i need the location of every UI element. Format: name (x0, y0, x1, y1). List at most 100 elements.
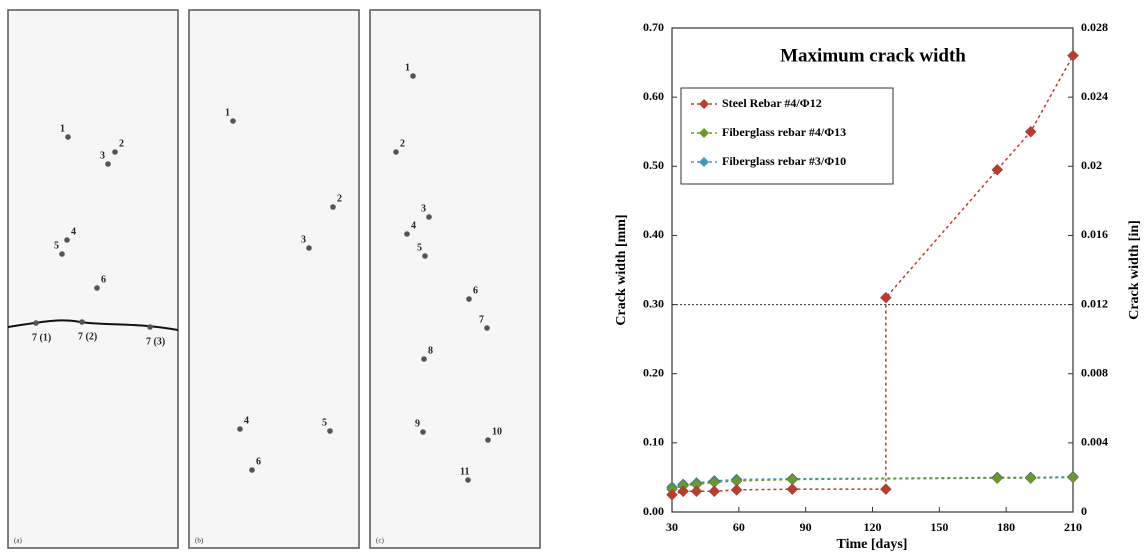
panel-frame (7, 9, 179, 549)
y2-tick-label: 0.02 (1081, 158, 1102, 172)
point-label: 7 (479, 314, 484, 325)
y-tick-label: 0.40 (643, 227, 664, 241)
gauge-point (393, 149, 399, 155)
gauge-point (330, 204, 336, 210)
y-axis-label: Crack width [mm] (614, 214, 629, 325)
gauge-point (420, 429, 426, 435)
gauge-point (249, 467, 255, 473)
y-tick-label: 0.60 (643, 89, 664, 103)
point-label: 9 (415, 418, 420, 429)
y-tick-label: 0.50 (643, 158, 664, 172)
marker (786, 483, 799, 496)
y-tick-label: 0.70 (643, 20, 664, 34)
point-label: 5 (417, 242, 422, 253)
marker (708, 485, 721, 498)
x-tick-label: 120 (864, 520, 882, 534)
gauge-point (465, 477, 471, 483)
gauge-point (147, 324, 153, 330)
point-label: 3 (301, 234, 306, 245)
y2-tick-label: 0.004 (1081, 435, 1108, 449)
y2-tick-label: 0.008 (1081, 365, 1108, 379)
x-axis-label: Time [days] (837, 537, 908, 552)
x-tick-label: 60 (733, 520, 745, 534)
marker (991, 163, 1004, 176)
x-tick-label: 150 (930, 520, 948, 534)
y2-tick-label: 0.024 (1081, 89, 1108, 103)
gauge-point (105, 161, 111, 167)
gauge-point (94, 285, 100, 291)
panel-label: (c) (376, 537, 384, 545)
x-tick-label: 180 (997, 520, 1015, 534)
y2-tick-label: 0.016 (1081, 227, 1108, 241)
point-label: 4 (411, 220, 416, 231)
x-tick-label: 210 (1064, 520, 1082, 534)
gauge-point (327, 428, 333, 434)
gauge-point (422, 253, 428, 259)
point-label: 2 (337, 193, 342, 204)
panel-frame (369, 9, 541, 549)
y-tick-label: 0.20 (643, 365, 664, 379)
marker (690, 485, 703, 498)
point-label: 6 (256, 456, 261, 467)
y-tick-label: 0.30 (643, 296, 664, 310)
series-line (671, 476, 1074, 490)
marker (666, 488, 678, 501)
point-label: 10 (492, 426, 502, 437)
panel-label: (b) (195, 537, 204, 545)
point-label: 3 (100, 150, 105, 161)
panel-frame (188, 9, 360, 549)
point-label: 7 (2) (78, 331, 97, 342)
point-label: 1 (405, 62, 410, 73)
gauge-point (33, 320, 39, 326)
legend-marker (699, 157, 709, 167)
point-label: 3 (421, 203, 426, 214)
gauge-point (421, 356, 427, 362)
gauge-point (79, 319, 85, 325)
chart-frame: Maximum crack width Time [days] Crack wi… (614, 27, 1142, 552)
point-label: 4 (71, 226, 76, 237)
point-label: 5 (54, 240, 59, 251)
marker (1024, 472, 1037, 484)
point-label: 1 (60, 123, 65, 134)
point-label: 8 (428, 345, 433, 356)
legend-label: Fiberglass rebar #4/Φ13 (722, 125, 846, 139)
point-label: 1 (225, 107, 230, 118)
gauge-point (426, 214, 432, 220)
legend-label: Steel Rebar #4/Φ12 (722, 96, 822, 110)
gauge-point (65, 134, 71, 140)
point-label: 7 (1) (32, 332, 51, 343)
point-label: 2 (119, 138, 124, 149)
point-label: 4 (244, 415, 249, 426)
marker (677, 485, 689, 498)
x-tick-label: 30 (666, 520, 678, 534)
legend-marker (699, 99, 709, 109)
panel-label: (a) (14, 537, 22, 545)
point-label: 7 (3) (146, 336, 165, 347)
marker (1024, 125, 1037, 138)
marker (1067, 49, 1079, 62)
point-label: 2 (400, 138, 405, 149)
y2-tick-label: 0.028 (1081, 20, 1108, 34)
legend-marker (699, 128, 709, 138)
gauge-point (230, 118, 236, 124)
y-tick-label: 0.00 (643, 504, 664, 518)
point-label: 11 (460, 466, 469, 477)
gauge-point (466, 296, 472, 302)
y-tick-label: 0.10 (643, 435, 664, 449)
marker (730, 484, 743, 496)
y2-tick-label: 0 (1081, 504, 1087, 518)
y2-axis-label: Crack width [in] (1127, 220, 1142, 320)
x-tick-label: 90 (800, 520, 812, 534)
gauge-point (64, 237, 70, 243)
gauge-point (306, 245, 312, 251)
chart-title: Maximum crack width (780, 45, 966, 66)
marker (880, 291, 892, 304)
panels (7, 9, 541, 549)
y2-tick-label: 0.012 (1081, 296, 1108, 310)
point-label: 5 (322, 417, 327, 428)
gauge-point (484, 325, 490, 331)
point-label: 6 (473, 285, 478, 296)
legend-label: Fiberglass rebar #3/Φ10 (722, 154, 846, 168)
marker (991, 472, 1004, 484)
